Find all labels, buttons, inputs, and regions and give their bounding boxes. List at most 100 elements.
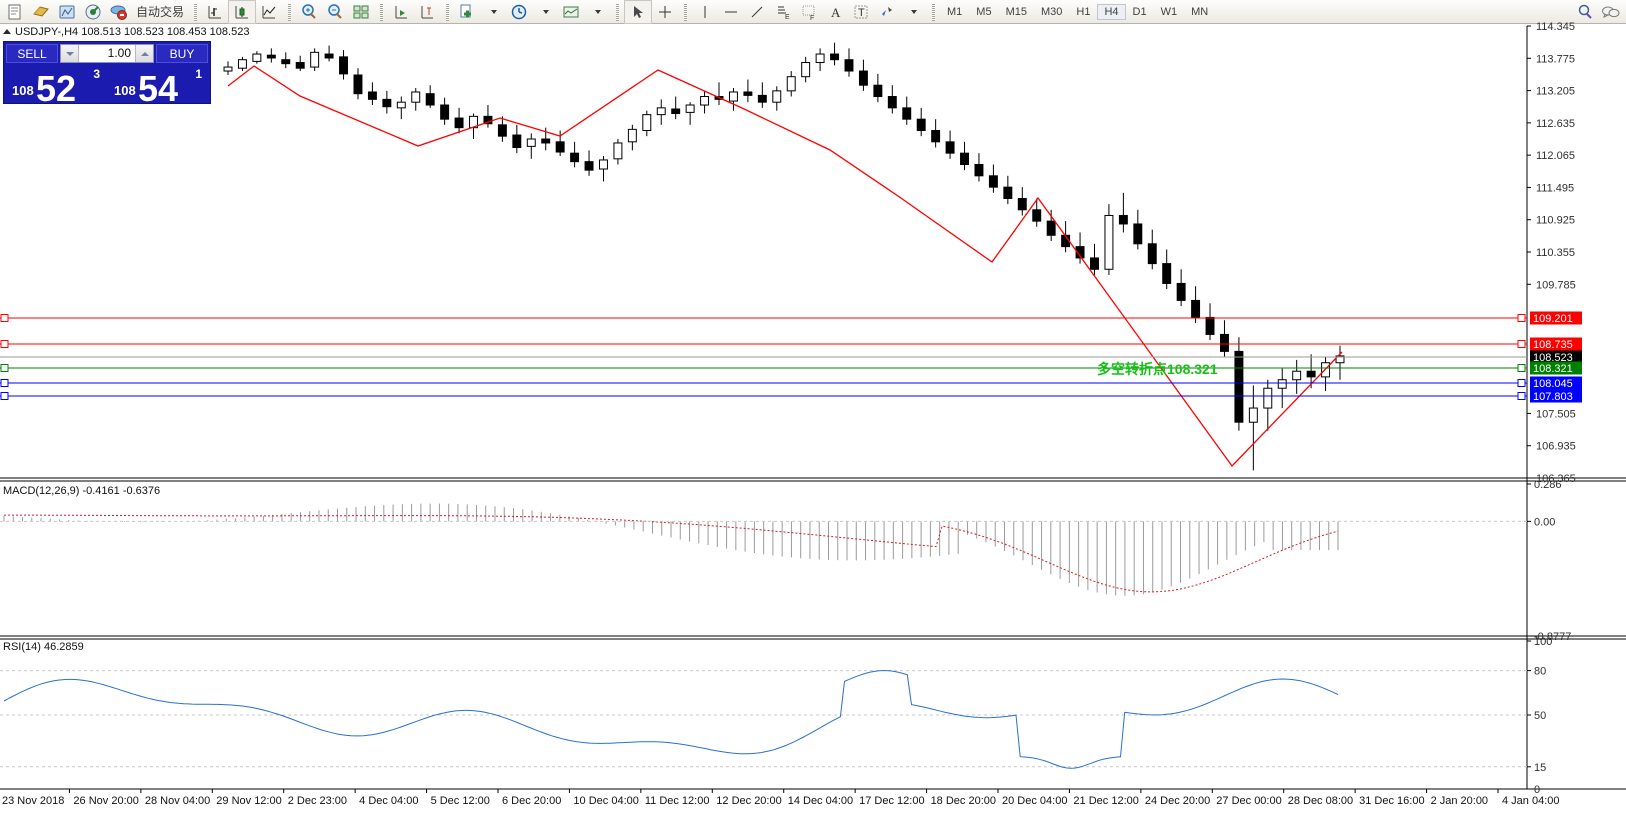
zigzag-trendline[interactable] [227,65,1343,468]
time-axis-label: 6 Dec 20:00 [502,795,562,807]
candle-body [656,107,666,116]
candle-body [1191,299,1201,318]
candle-body [627,128,637,143]
candle-body [1061,234,1071,248]
candle-body [1147,243,1157,265]
timeframe-d1[interactable]: D1 [1132,5,1147,18]
rsi-tick-label: 80 [1534,666,1546,678]
price-tick-label: 110.925 [1536,215,1575,227]
text-icon[interactable]: T [848,1,874,23]
chat-icon[interactable] [1598,1,1624,23]
cursor-icon[interactable] [624,0,653,24]
main-toolbar: 自动交易 [0,0,1626,24]
price-level-tag-4[interactable] [1530,376,1582,390]
timeframe-mn[interactable]: MN [1191,5,1209,18]
price-level-handle-left-0[interactable] [0,314,9,322]
autotrade-button[interactable]: 自动交易 [136,5,185,19]
sell-button[interactable]: SELL [6,44,58,63]
timeframe-m5[interactable]: M5 [976,5,992,18]
sell-price-display[interactable]: 108 52 3 [6,65,106,107]
fibonacci-icon[interactable]: E [770,1,796,23]
candlestick-icon[interactable] [228,0,257,24]
new-order-icon[interactable] [454,1,480,23]
candle-body [382,98,392,108]
candle-body [1219,333,1229,352]
candle-body [1133,223,1143,245]
zoom-in-icon[interactable] [296,1,322,23]
candle-body [570,152,580,163]
candle-body [425,93,435,106]
alerts-icon[interactable] [106,1,132,23]
buy-price-unit: 108 [114,83,136,98]
tile-windows-icon[interactable] [348,1,374,23]
line-chart-icon[interactable] [256,1,282,23]
candle-body [266,54,276,59]
time-axis-label: 20 Dec 04:00 [1002,795,1068,807]
zoom-out-icon[interactable] [322,1,348,23]
period-icon[interactable] [506,1,532,23]
shapes-icon[interactable] [874,1,900,23]
navigator-icon[interactable] [80,1,106,23]
timeframe-m30[interactable]: M30 [1040,5,1063,18]
candle-body [339,56,349,75]
volume-increment-button[interactable] [135,45,153,62]
buy-button[interactable]: BUY [156,44,208,63]
terminal-icon[interactable] [54,1,80,23]
price-level-handle-right-1[interactable] [1517,340,1526,348]
price-level-handle-left-4[interactable] [0,379,9,387]
time-axis-label: 27 Dec 00:00 [1216,795,1282,807]
chart-shift-icon[interactable] [414,1,440,23]
candle-body [1292,370,1302,381]
price-level-handle-right-3[interactable] [1517,364,1526,372]
buy-price-display[interactable]: 108 54 1 [108,65,208,107]
price-level-handle-left-1[interactable] [0,340,9,348]
price-level-handle-right-0[interactable] [1517,314,1526,322]
autoscroll-icon[interactable] [388,1,414,23]
horizontal-line-icon[interactable] [718,1,744,23]
chevron-down-icon-2[interactable] [532,1,558,23]
toolbar-separator-3 [377,2,385,21]
bar-chart-icon[interactable] [202,1,228,23]
timeframe-w1[interactable]: W1 [1160,5,1178,18]
chevron-down-icon-4[interactable] [900,1,926,23]
collapse-triangle-icon[interactable] [3,29,11,34]
price-level-tag-0[interactable] [1530,311,1582,325]
svg-text:A: A [831,5,841,20]
chevron-down-icon-3[interactable] [584,1,610,23]
volume-stepper[interactable]: 1.00 [60,44,154,63]
candle-body [1321,362,1331,378]
vertical-line-icon[interactable] [692,1,718,23]
chart-annotation-text[interactable]: 多空转折点108.321 [1097,361,1218,377]
history-icon[interactable] [28,1,54,23]
crosshair-icon[interactable] [652,1,678,23]
toolbar-separator-6 [681,2,689,21]
indicators-icon[interactable] [558,1,584,23]
trendline-icon[interactable] [744,1,770,23]
timeframe-m15[interactable]: M15 [1005,5,1027,18]
timeframe-m1[interactable]: M1 [947,5,963,18]
volume-input[interactable]: 1.00 [107,46,131,60]
macd-tick-label: 0.00 [1534,516,1555,528]
timeframe-h4[interactable]: H4 [1097,3,1126,20]
text-label-icon[interactable]: A [822,1,848,23]
timeframe-h1[interactable]: H1 [1076,5,1091,18]
time-axis-label: 31 Dec 16:00 [1359,795,1425,807]
svg-text:F: F [810,15,814,21]
price-level-tag-5[interactable] [1530,389,1582,403]
price-level-handle-right-4[interactable] [1517,379,1526,387]
chevron-down-icon[interactable] [480,1,506,23]
price-level-tag-2[interactable] [1530,350,1582,364]
search-icon[interactable] [1572,1,1598,23]
price-level-handle-right-5[interactable] [1517,392,1526,400]
price-level-handle-left-5[interactable] [0,392,9,400]
order-list-icon[interactable] [2,1,28,23]
volume-decrement-button[interactable] [61,45,79,62]
price-level-handle-left-3[interactable] [0,364,9,372]
trade-prices-row: 108 52 3 108 54 1 [4,65,210,107]
candle-body [815,53,825,64]
price-level-tag-3[interactable] [1530,361,1582,375]
candle-body [700,96,710,106]
equidistant-channel-icon[interactable]: F [796,1,822,23]
price-level-tag-1[interactable] [1530,337,1582,351]
